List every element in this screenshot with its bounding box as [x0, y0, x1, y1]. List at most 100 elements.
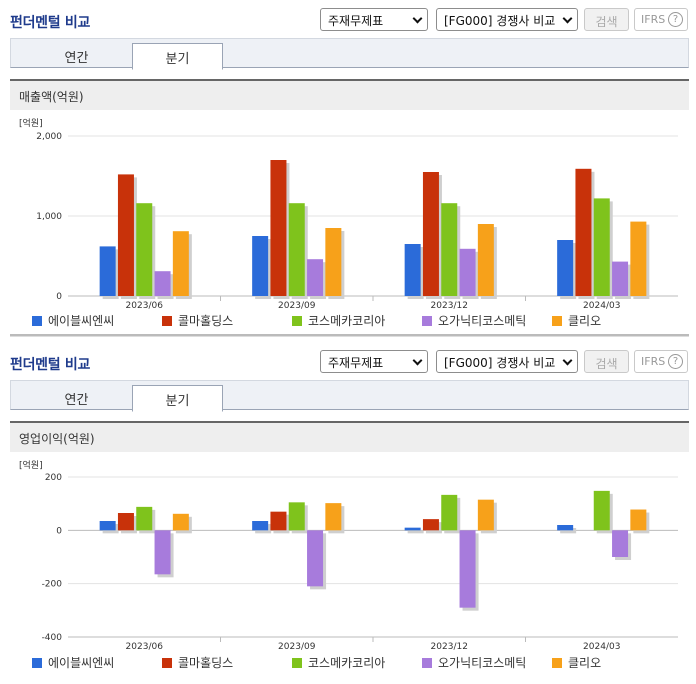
- x-tick-label: 2024/03: [583, 642, 620, 652]
- bar: [288, 502, 305, 531]
- legend-item[interactable]: 콜마홀딩스: [162, 312, 233, 329]
- x-tick-label: 2023/12: [431, 642, 468, 652]
- statement-select-value: 주재무제표: [328, 14, 384, 28]
- bar: [612, 261, 629, 296]
- chart-subheading: 매출액(억원): [10, 79, 689, 110]
- statement-select[interactable]: 주재무제표: [320, 8, 428, 31]
- bar: [441, 203, 458, 296]
- bar: [422, 172, 439, 296]
- bar: [630, 509, 647, 531]
- tab-annual[interactable]: 연간: [64, 51, 89, 66]
- chevron-down-icon: [562, 355, 573, 366]
- bar: [154, 271, 171, 296]
- legend-swatch: [292, 658, 302, 668]
- ifrs-button[interactable]: IFRS ?: [634, 350, 688, 373]
- panel-title: 펀더멘털 비교: [10, 15, 91, 31]
- legend-swatch: [292, 316, 302, 326]
- tab-quarterly[interactable]: 분기: [132, 385, 223, 412]
- bar: [307, 259, 324, 296]
- bar: [459, 530, 476, 608]
- legend-swatch: [422, 658, 432, 668]
- bar: [459, 248, 476, 296]
- bar: [422, 519, 439, 531]
- bar: [557, 525, 574, 531]
- legend-item[interactable]: 오가닉티코스메틱: [422, 312, 526, 329]
- legend-item[interactable]: 코스메카코리아: [292, 312, 385, 329]
- statement-select-value: 주재무제표: [328, 356, 384, 370]
- operating-profit-chart: [억원] -400 -200 0 200 2023/06 2023/09 2023/12 202…: [19, 459, 678, 652]
- x-tick-label: 2023/06: [126, 642, 164, 652]
- compare-select-value: [FG000] 경쟁사 비교: [444, 14, 556, 28]
- legend-item[interactable]: 에이블씨엔씨: [32, 312, 114, 329]
- x-tick-label: 2023/09: [278, 642, 316, 652]
- ifrs-label: IFRS: [641, 355, 666, 368]
- bar: [270, 511, 287, 531]
- tab-quarterly[interactable]: 분기: [132, 43, 223, 70]
- compare-select-value: [FG000] 경쟁사 비교: [444, 356, 556, 370]
- period-tabs: 연간 분기: [10, 380, 689, 412]
- chevron-down-icon: [412, 13, 423, 24]
- bar: [252, 236, 269, 296]
- bar: [557, 240, 574, 296]
- bar: [593, 490, 610, 531]
- y-unit-label: [억원]: [19, 117, 43, 129]
- legend-label: 클리오: [568, 656, 602, 670]
- compare-select[interactable]: [FG000] 경쟁사 비교: [436, 350, 578, 373]
- search-button[interactable]: 검색: [584, 350, 629, 373]
- legend-item[interactable]: 클리오: [552, 312, 601, 329]
- x-tick-label: 2023/09: [278, 301, 316, 310]
- fundamental-panel-operating-profit: 펀더멘털 비교 주재무제표 [FG000] 경쟁사 비교 검색 IFRS ? 연…: [0, 342, 696, 682]
- bar: [404, 244, 421, 296]
- statement-select[interactable]: 주재무제표: [320, 350, 428, 373]
- bar-shadow: [407, 530, 424, 534]
- bar: [325, 228, 342, 296]
- bar: [172, 231, 189, 296]
- bar: [136, 203, 153, 296]
- bar: [99, 246, 116, 296]
- legend-swatch: [552, 658, 562, 668]
- legend-item[interactable]: 오가닉티코스메틱: [422, 654, 526, 671]
- period-tabs: 연간 분기: [10, 38, 689, 70]
- bar: [99, 521, 116, 531]
- bar-shadow: [560, 528, 577, 534]
- legend-swatch: [32, 316, 42, 326]
- legend-label: 오가닉티코스메틱: [438, 656, 527, 670]
- tab-annual[interactable]: 연간: [64, 393, 89, 408]
- legend-item[interactable]: 클리오: [552, 654, 601, 671]
- y-tick-label: -200: [42, 580, 63, 590]
- fundamental-panel-revenue: 펀더멘털 비교 주재무제표 [FG000] 경쟁사 비교 검색 IFRS ? 연…: [0, 0, 696, 340]
- divider: [10, 336, 689, 337]
- legend-swatch: [162, 316, 172, 326]
- legend-label: 에이블씨엔씨: [48, 656, 115, 670]
- legend-label: 클리오: [568, 314, 602, 328]
- bar: [172, 513, 189, 531]
- bar: [612, 530, 629, 557]
- legend-item[interactable]: 콜마홀딩스: [162, 654, 233, 671]
- compare-select[interactable]: [FG000] 경쟁사 비교: [436, 8, 578, 31]
- legend-item[interactable]: 코스메카코리아: [292, 654, 385, 671]
- bar: [404, 527, 421, 531]
- y-unit-label: [억원]: [19, 459, 43, 471]
- help-icon[interactable]: ?: [668, 354, 683, 369]
- help-icon[interactable]: ?: [668, 12, 683, 27]
- chart-subheading: 영업이익(억원): [10, 421, 689, 452]
- legend-swatch: [422, 316, 432, 326]
- search-button[interactable]: 검색: [584, 8, 629, 31]
- bar: [575, 168, 592, 296]
- legend-swatch: [552, 316, 562, 326]
- bar: [307, 530, 324, 587]
- y-tick-label: 0: [56, 292, 62, 302]
- y-tick-label: 1,000: [36, 212, 62, 222]
- x-tick-label: 2023/12: [431, 301, 468, 310]
- chevron-down-icon: [412, 355, 423, 366]
- legend-item[interactable]: 에이블씨엔씨: [32, 654, 114, 671]
- bar: [154, 530, 171, 575]
- bar: [630, 221, 647, 296]
- legend-label: 코스메카코리아: [308, 656, 386, 670]
- bar: [477, 499, 494, 531]
- ifrs-button[interactable]: IFRS ?: [634, 8, 688, 31]
- bar: [117, 174, 134, 296]
- bar: [288, 203, 305, 296]
- bar: [252, 521, 269, 531]
- y-tick-label: -400: [42, 633, 63, 643]
